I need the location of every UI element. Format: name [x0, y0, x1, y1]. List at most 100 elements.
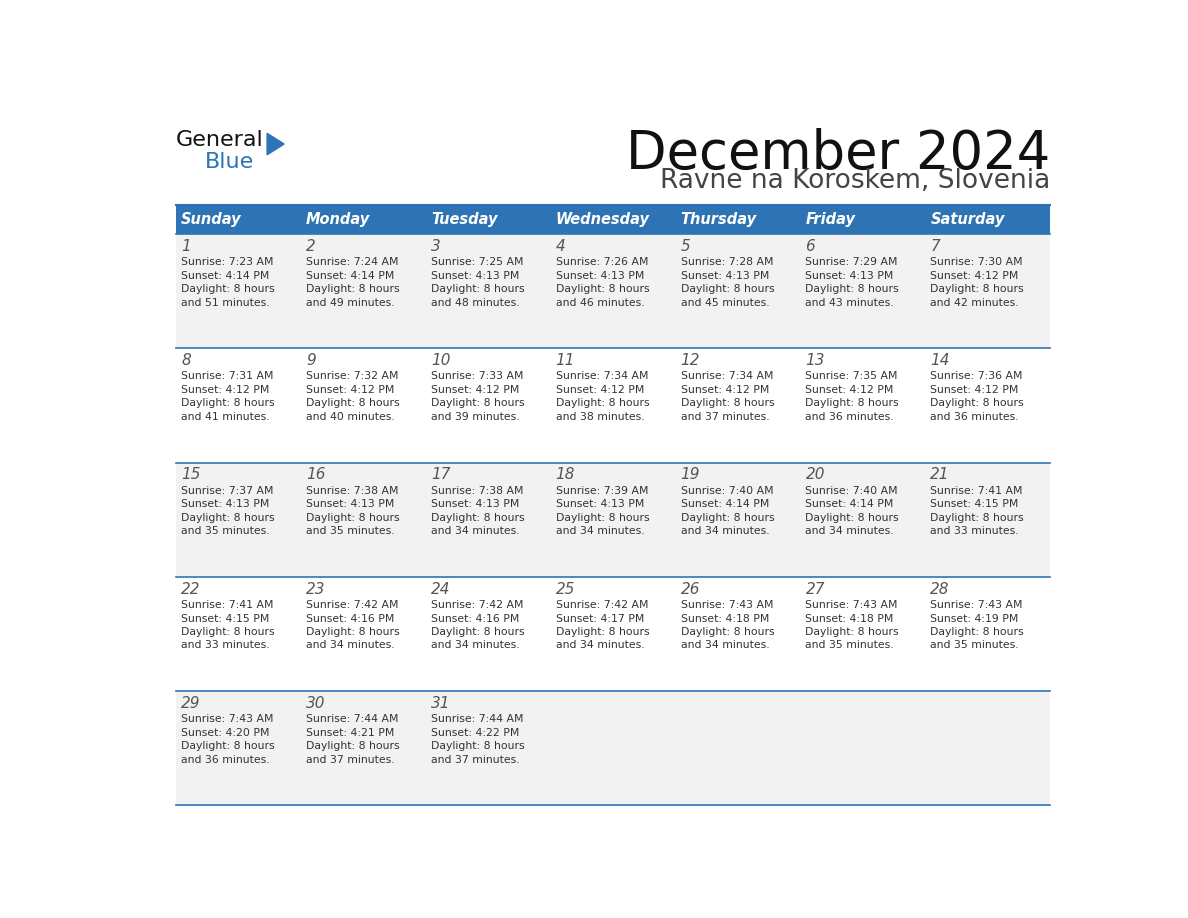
Text: Daylight: 8 hours: Daylight: 8 hours: [431, 285, 524, 294]
Text: Daylight: 8 hours: Daylight: 8 hours: [181, 513, 274, 522]
Text: 25: 25: [556, 582, 575, 597]
Text: Sunrise: 7:29 AM: Sunrise: 7:29 AM: [805, 257, 898, 267]
Text: General: General: [176, 130, 264, 151]
Text: and 35 minutes.: and 35 minutes.: [930, 641, 1019, 651]
Text: Sunset: 4:12 PM: Sunset: 4:12 PM: [930, 271, 1019, 281]
Text: Sunset: 4:13 PM: Sunset: 4:13 PM: [181, 499, 270, 509]
Text: Sunrise: 7:33 AM: Sunrise: 7:33 AM: [431, 372, 524, 382]
Text: and 36 minutes.: and 36 minutes.: [181, 755, 270, 765]
Bar: [176, 691, 1050, 805]
Text: Sunset: 4:16 PM: Sunset: 4:16 PM: [307, 613, 394, 623]
Text: 31: 31: [431, 696, 450, 711]
Text: and 33 minutes.: and 33 minutes.: [930, 526, 1019, 536]
Text: and 51 minutes.: and 51 minutes.: [181, 297, 270, 308]
Text: Sunrise: 7:23 AM: Sunrise: 7:23 AM: [181, 257, 273, 267]
Text: Sunrise: 7:25 AM: Sunrise: 7:25 AM: [431, 257, 524, 267]
Text: Ravne na Koroskem, Slovenia: Ravne na Koroskem, Slovenia: [659, 168, 1050, 194]
Bar: [176, 234, 1050, 349]
Text: Sunset: 4:12 PM: Sunset: 4:12 PM: [431, 385, 519, 395]
Text: Sunset: 4:13 PM: Sunset: 4:13 PM: [556, 499, 644, 509]
Text: Daylight: 8 hours: Daylight: 8 hours: [556, 627, 650, 637]
Text: Daylight: 8 hours: Daylight: 8 hours: [805, 513, 899, 522]
Text: Sunrise: 7:41 AM: Sunrise: 7:41 AM: [930, 486, 1023, 496]
Bar: [550, 205, 675, 234]
Text: and 49 minutes.: and 49 minutes.: [307, 297, 394, 308]
Text: and 42 minutes.: and 42 minutes.: [930, 297, 1019, 308]
Text: Daylight: 8 hours: Daylight: 8 hours: [181, 398, 274, 409]
Text: Daylight: 8 hours: Daylight: 8 hours: [307, 513, 399, 522]
Text: Sunset: 4:18 PM: Sunset: 4:18 PM: [681, 613, 769, 623]
Text: 21: 21: [930, 467, 950, 482]
Text: Daylight: 8 hours: Daylight: 8 hours: [930, 285, 1024, 294]
Text: Daylight: 8 hours: Daylight: 8 hours: [805, 627, 899, 637]
Text: 27: 27: [805, 582, 824, 597]
Bar: [925, 205, 1050, 234]
Text: and 40 minutes.: and 40 minutes.: [307, 412, 394, 422]
Text: Tuesday: Tuesday: [431, 212, 498, 227]
Text: Sunrise: 7:40 AM: Sunrise: 7:40 AM: [805, 486, 898, 496]
Text: and 36 minutes.: and 36 minutes.: [930, 412, 1019, 422]
Text: Sunset: 4:15 PM: Sunset: 4:15 PM: [181, 613, 270, 623]
Text: and 48 minutes.: and 48 minutes.: [431, 297, 519, 308]
Text: Sunrise: 7:41 AM: Sunrise: 7:41 AM: [181, 600, 273, 610]
Text: Sunset: 4:16 PM: Sunset: 4:16 PM: [431, 613, 519, 623]
Text: Daylight: 8 hours: Daylight: 8 hours: [431, 741, 524, 751]
Text: 10: 10: [431, 353, 450, 368]
Text: Sunset: 4:13 PM: Sunset: 4:13 PM: [556, 271, 644, 281]
Text: 17: 17: [431, 467, 450, 482]
Text: Saturday: Saturday: [930, 212, 1005, 227]
Text: Sunrise: 7:34 AM: Sunrise: 7:34 AM: [556, 372, 649, 382]
Text: Sunrise: 7:32 AM: Sunrise: 7:32 AM: [307, 372, 398, 382]
Text: Sunday: Sunday: [181, 212, 241, 227]
Text: and 34 minutes.: and 34 minutes.: [556, 641, 644, 651]
Text: Daylight: 8 hours: Daylight: 8 hours: [930, 398, 1024, 409]
Text: and 37 minutes.: and 37 minutes.: [681, 412, 769, 422]
Text: Sunrise: 7:42 AM: Sunrise: 7:42 AM: [431, 600, 524, 610]
Text: Daylight: 8 hours: Daylight: 8 hours: [431, 627, 524, 637]
Text: Sunset: 4:22 PM: Sunset: 4:22 PM: [431, 728, 519, 738]
Text: Sunrise: 7:35 AM: Sunrise: 7:35 AM: [805, 372, 898, 382]
Text: 11: 11: [556, 353, 575, 368]
Bar: [301, 205, 425, 234]
Text: December 2024: December 2024: [626, 128, 1050, 180]
Text: Sunrise: 7:31 AM: Sunrise: 7:31 AM: [181, 372, 273, 382]
Text: Wednesday: Wednesday: [556, 212, 650, 227]
Text: Sunset: 4:13 PM: Sunset: 4:13 PM: [805, 271, 893, 281]
Text: Daylight: 8 hours: Daylight: 8 hours: [556, 513, 650, 522]
Text: and 35 minutes.: and 35 minutes.: [805, 641, 895, 651]
Bar: [176, 349, 1050, 463]
Text: Sunrise: 7:36 AM: Sunrise: 7:36 AM: [930, 372, 1023, 382]
Text: 18: 18: [556, 467, 575, 482]
Text: Sunset: 4:21 PM: Sunset: 4:21 PM: [307, 728, 394, 738]
Text: 16: 16: [307, 467, 326, 482]
Text: Sunset: 4:20 PM: Sunset: 4:20 PM: [181, 728, 270, 738]
Text: 9: 9: [307, 353, 316, 368]
Text: and 34 minutes.: and 34 minutes.: [681, 641, 769, 651]
Text: Sunrise: 7:38 AM: Sunrise: 7:38 AM: [307, 486, 398, 496]
Text: and 37 minutes.: and 37 minutes.: [307, 755, 394, 765]
Text: Sunrise: 7:40 AM: Sunrise: 7:40 AM: [681, 486, 773, 496]
Text: Friday: Friday: [805, 212, 855, 227]
Text: 24: 24: [431, 582, 450, 597]
Text: Daylight: 8 hours: Daylight: 8 hours: [930, 513, 1024, 522]
Text: Sunrise: 7:28 AM: Sunrise: 7:28 AM: [681, 257, 773, 267]
Text: Daylight: 8 hours: Daylight: 8 hours: [307, 627, 399, 637]
Text: Daylight: 8 hours: Daylight: 8 hours: [681, 285, 775, 294]
Text: and 35 minutes.: and 35 minutes.: [181, 526, 270, 536]
Text: and 46 minutes.: and 46 minutes.: [556, 297, 644, 308]
Text: and 33 minutes.: and 33 minutes.: [181, 641, 270, 651]
Text: 26: 26: [681, 582, 700, 597]
Text: Sunset: 4:13 PM: Sunset: 4:13 PM: [307, 499, 394, 509]
Text: Sunrise: 7:24 AM: Sunrise: 7:24 AM: [307, 257, 398, 267]
Text: Daylight: 8 hours: Daylight: 8 hours: [181, 285, 274, 294]
Text: Sunrise: 7:43 AM: Sunrise: 7:43 AM: [681, 600, 773, 610]
Text: Sunset: 4:19 PM: Sunset: 4:19 PM: [930, 613, 1019, 623]
Text: Sunset: 4:15 PM: Sunset: 4:15 PM: [930, 499, 1019, 509]
Text: Daylight: 8 hours: Daylight: 8 hours: [930, 627, 1024, 637]
Text: Daylight: 8 hours: Daylight: 8 hours: [556, 285, 650, 294]
Text: Sunset: 4:14 PM: Sunset: 4:14 PM: [181, 271, 270, 281]
Text: Daylight: 8 hours: Daylight: 8 hours: [805, 285, 899, 294]
Text: Sunrise: 7:43 AM: Sunrise: 7:43 AM: [930, 600, 1023, 610]
Text: Sunrise: 7:39 AM: Sunrise: 7:39 AM: [556, 486, 649, 496]
Text: 13: 13: [805, 353, 824, 368]
